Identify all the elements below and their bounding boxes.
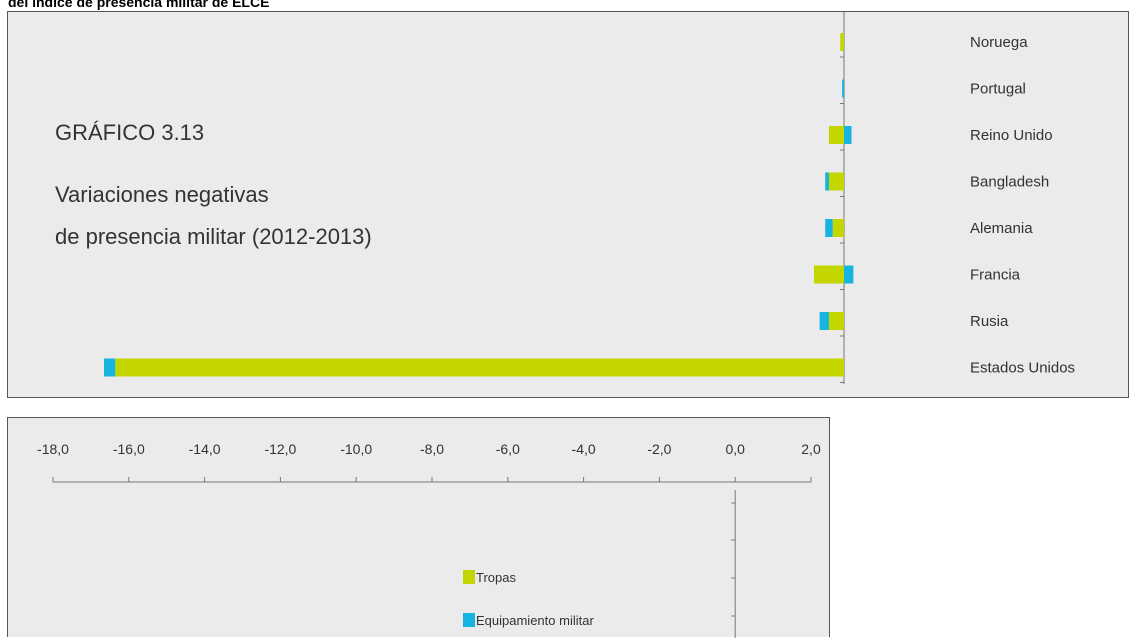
legend-label: Equipamiento militar [476,613,594,628]
x-tick-label: -4,0 [572,441,596,457]
bar-tropas [828,126,844,144]
chart-title-line: Variaciones negativas [55,182,269,207]
bar-equipamiento-militar [825,219,833,237]
bar-equipamiento-militar [844,126,852,144]
x-tick-label: -8,0 [420,441,444,457]
x-tick-label: -18,0 [37,441,69,457]
x-tick-label: -10,0 [340,441,372,457]
chart-title-line: de presencia militar (2012-2013) [55,224,372,249]
x-tick-label: -12,0 [264,441,296,457]
bar-equipamiento-militar [844,265,854,284]
x-tick-label: 2,0 [801,441,821,457]
category-label: Bangladesh [970,174,1049,191]
bar-equipamiento-militar [825,172,829,191]
category-label: Portugal [970,81,1026,98]
bar-tropas [813,265,844,284]
category-label: Alemania [970,220,1033,237]
category-label: Reino Unido [970,127,1053,144]
x-tick-label: -6,0 [496,441,520,457]
category-label: Estados Unidos [970,360,1075,377]
bar-equipamiento-militar [819,312,829,330]
bar-equipamiento-militar [104,358,116,377]
bar-equipamiento-militar [842,79,844,98]
bar-tropas [115,358,844,377]
legend-swatch [463,613,475,627]
legend-swatch [463,570,475,584]
bar-tropas [840,33,844,51]
page-header-title: del índice de presencia militar de ELCE [8,0,270,10]
bar-tropas [828,312,844,330]
x-tick-label: -14,0 [189,441,221,457]
x-tick-label: -16,0 [113,441,145,457]
bar-chart-svg: GRÁFICO 3.13 Variaciones negativas de pres… [55,12,1075,384]
chart-panel-bottom: -18,0 -16,0 -14,0 -12,0 -10,0 -8,0 -6,0 -4,0 -2,… [7,417,830,638]
category-label: Noruega [970,34,1028,51]
category-label: Francia [970,267,1021,284]
legend-label: Tropas [476,570,516,585]
bar-tropas [828,172,844,191]
bar-tropas [832,219,844,237]
x-tick-label: -2,0 [647,441,671,457]
chart-panel-top: GRÁFICO 3.13 Variaciones negativas de pres… [7,11,1129,398]
axis-legend-svg: -18,0 -16,0 -14,0 -12,0 -10,0 -8,0 -6,0 -4,0 -2,… [37,441,821,638]
chart-number-label: GRÁFICO 3.13 [55,120,204,145]
category-label: Rusia [970,313,1009,330]
x-tick-label: 0,0 [725,441,745,457]
